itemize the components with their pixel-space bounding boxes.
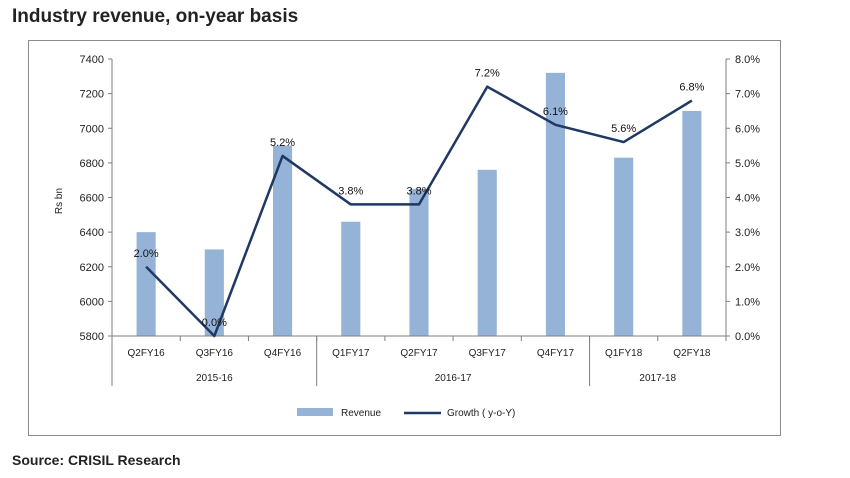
left-tick-label: 5800 bbox=[80, 331, 104, 343]
right-tick-label: 5.0% bbox=[735, 158, 760, 170]
x-tick-label: Q3FY16 bbox=[196, 348, 234, 359]
left-tick-label: 7400 bbox=[80, 54, 104, 66]
left-tick-label: 6200 bbox=[80, 262, 104, 274]
right-tick-label: 7.0% bbox=[735, 89, 760, 101]
revenue-bar-q2fy17 bbox=[409, 188, 429, 336]
x-tick-label: Q2FY18 bbox=[673, 348, 711, 359]
revenue-bar-q1fy17 bbox=[341, 221, 361, 336]
x-tick-label: Q2FY16 bbox=[127, 348, 165, 359]
left-tick-label: 6600 bbox=[80, 193, 104, 205]
y-axis-label: Rs bn bbox=[54, 188, 65, 214]
growth-data-label: 3.8% bbox=[338, 185, 363, 197]
x-tick-label: Q4FY17 bbox=[537, 348, 575, 359]
left-tick-label: 7200 bbox=[80, 89, 104, 101]
revenue-bar-q1fy18 bbox=[614, 157, 634, 336]
growth-data-label: 6.1% bbox=[543, 106, 568, 118]
chart-frame: 5800 6000 6200 6400 6600 6800 7000 7200 7400 0.0%… bbox=[28, 40, 781, 436]
growth-data-label: 3.8% bbox=[406, 185, 431, 197]
revenue-bar-q3fy17 bbox=[477, 169, 497, 336]
revenue-bar-q4fy16 bbox=[273, 145, 293, 336]
combo-chart: 5800 6000 6200 6400 6600 6800 7000 7200 7400 0.0%… bbox=[54, 54, 760, 419]
growth-data-label: 5.6% bbox=[611, 123, 636, 135]
revenue-bar-q2fy18 bbox=[682, 110, 702, 336]
group-label: 2017-18 bbox=[639, 373, 676, 384]
right-tick-label: 4.0% bbox=[735, 193, 760, 205]
growth-data-label: 0.0% bbox=[202, 317, 227, 329]
left-tick-label: 7000 bbox=[80, 123, 104, 135]
right-tick-label: 6.0% bbox=[735, 123, 760, 135]
right-tick-label: 3.0% bbox=[735, 227, 760, 239]
right-tick-label: 8.0% bbox=[735, 54, 760, 66]
growth-data-label: 6.8% bbox=[679, 82, 704, 94]
left-tick-label: 6400 bbox=[80, 227, 104, 239]
x-tick-label: Q1FY18 bbox=[605, 348, 643, 359]
right-tick-label: 0.0% bbox=[735, 331, 760, 343]
legend-growth-label: Growth ( y-o-Y) bbox=[447, 408, 515, 419]
right-tick-label: 2.0% bbox=[735, 262, 760, 274]
left-tick-label: 6000 bbox=[80, 296, 104, 308]
x-tick-label: Q1FY17 bbox=[332, 348, 370, 359]
revenue-bar-q4fy17 bbox=[545, 72, 565, 336]
source-note: Source: CRISIL Research bbox=[12, 452, 181, 468]
revenue-bar-q3fy16 bbox=[204, 249, 224, 336]
x-tick-label: Q2FY17 bbox=[400, 348, 438, 359]
legend-revenue-label: Revenue bbox=[341, 408, 381, 419]
x-tick-label: Q3FY17 bbox=[469, 348, 507, 359]
growth-data-label: 5.2% bbox=[270, 137, 295, 149]
group-label: 2015-16 bbox=[196, 373, 233, 384]
right-tick-label: 1.0% bbox=[735, 296, 760, 308]
group-label: 2016-17 bbox=[435, 373, 472, 384]
revenue-bar-q2fy16 bbox=[136, 232, 156, 336]
growth-line bbox=[145, 85, 693, 338]
growth-data-label: 2.0% bbox=[134, 248, 159, 260]
growth-data-label: 7.2% bbox=[475, 68, 500, 80]
left-tick-label: 6800 bbox=[80, 158, 104, 170]
chart-title: Industry revenue, on-year basis bbox=[12, 6, 299, 27]
x-tick-label: Q4FY16 bbox=[264, 348, 302, 359]
legend-revenue-swatch bbox=[297, 408, 333, 416]
